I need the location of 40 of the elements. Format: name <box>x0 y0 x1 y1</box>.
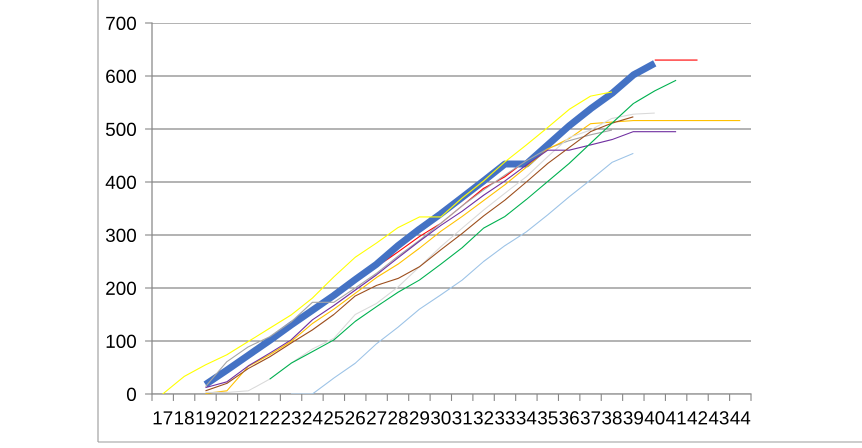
x-tick-label: 37 <box>580 411 600 425</box>
y-tick-label: 500 <box>106 122 136 136</box>
y-tick-label: 0 <box>126 388 136 402</box>
y-tick-label: 600 <box>106 70 136 84</box>
x-tick-label: 32 <box>474 411 494 425</box>
x-tick-label: 36 <box>559 411 579 425</box>
x-tick-label: 22 <box>260 411 280 424</box>
x-tick-label: 24 <box>302 411 322 424</box>
line-series <box>162 91 612 394</box>
x-tick-label: 30 <box>431 411 451 425</box>
x-tick-label: 18 <box>175 411 194 425</box>
x-tick-label: 44 <box>730 411 750 424</box>
line-series <box>204 120 741 394</box>
x-tick-label: 27 <box>367 411 386 424</box>
x-tick-label: 25 <box>324 411 344 425</box>
x-tick-label: 41 <box>666 411 686 424</box>
x-tick-label: 39 <box>624 411 643 425</box>
y-tick-label: 100 <box>106 334 136 348</box>
x-tick-label: 17 <box>154 411 172 424</box>
y-tick-label: 400 <box>106 176 136 190</box>
x-tick-label: 40 <box>644 411 664 425</box>
x-tick-label: 21 <box>238 411 258 424</box>
x-tick-label: 34 <box>516 411 536 425</box>
x-tick-label: 20 <box>217 411 237 425</box>
y-tick-label: 300 <box>106 228 136 242</box>
x-tick-label: 29 <box>410 411 430 425</box>
x-tick-label: 43 <box>708 411 729 425</box>
y-tick-label: 200 <box>106 282 136 296</box>
y-tick-label: 700 <box>106 16 136 30</box>
x-tick-label: 33 <box>495 411 515 425</box>
x-tick-label: 23 <box>282 411 301 425</box>
x-tick-label: 38 <box>602 411 622 425</box>
x-tick-label: 42 <box>687 411 708 424</box>
x-tick-label: 19 <box>196 411 216 425</box>
x-tick-label: 35 <box>538 411 558 425</box>
line-series <box>269 80 677 380</box>
line-series <box>290 152 634 394</box>
x-tick-label: 26 <box>346 411 365 425</box>
x-tick-label: 28 <box>388 411 408 425</box>
x-tick-label: 31 <box>452 411 472 425</box>
